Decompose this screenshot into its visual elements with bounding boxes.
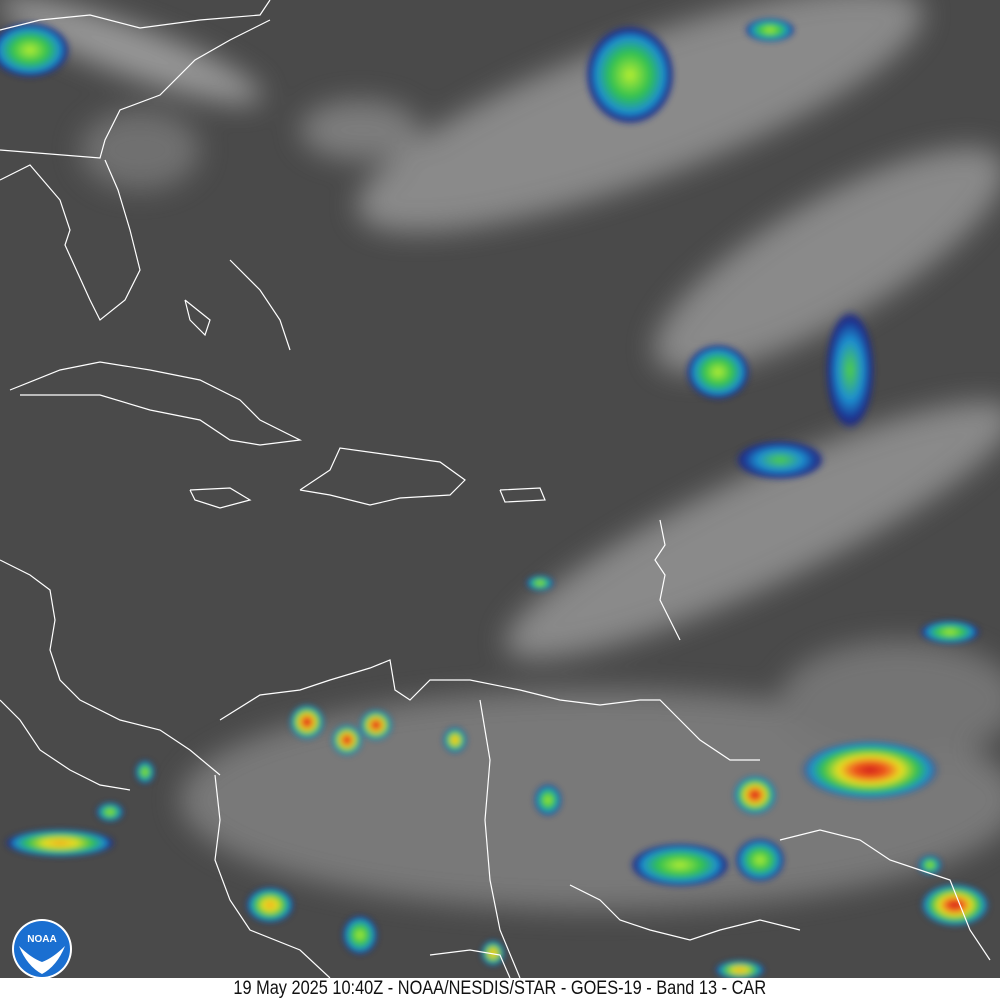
storm-cell xyxy=(534,784,562,816)
coastlines xyxy=(0,0,991,979)
storm-cell xyxy=(0,22,70,78)
storm-cell xyxy=(735,440,825,480)
storm-cell xyxy=(359,709,393,741)
storm-cell xyxy=(735,838,785,882)
storm-cell xyxy=(96,802,124,822)
noaa-logo: NOAA xyxy=(12,919,72,979)
storm-cell xyxy=(289,704,325,740)
storm-cell xyxy=(918,855,942,875)
storm-cell xyxy=(342,915,378,955)
storm-cells xyxy=(0,18,990,980)
image-caption-bar: 19 May 2025 10:40Z - NOAA/NESDIS/STAR - … xyxy=(0,978,1000,1000)
storm-cell xyxy=(800,740,940,800)
storm-cell xyxy=(135,760,155,784)
storm-cell xyxy=(5,829,115,857)
storm-cell xyxy=(331,724,363,756)
storm-cell xyxy=(825,310,875,430)
storm-cell xyxy=(745,18,795,42)
cloud-cover xyxy=(0,0,1000,910)
storm-cell xyxy=(920,620,980,644)
storm-cell xyxy=(630,843,730,887)
storm-cell xyxy=(443,727,467,753)
storm-cell xyxy=(715,960,765,980)
storm-cell xyxy=(920,883,990,927)
image-caption: 19 May 2025 10:40Z - NOAA/NESDIS/STAR - … xyxy=(233,978,767,999)
storm-cell xyxy=(481,940,505,966)
storm-cell xyxy=(585,25,675,125)
storm-cell xyxy=(733,775,777,815)
storm-cell xyxy=(686,344,750,400)
storm-cell xyxy=(246,887,294,923)
storm-cell xyxy=(526,575,554,591)
svg-text:NOAA: NOAA xyxy=(27,934,56,945)
